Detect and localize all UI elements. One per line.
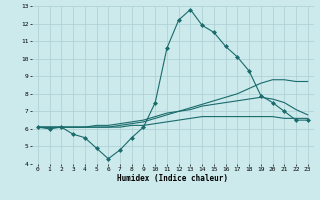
X-axis label: Humidex (Indice chaleur): Humidex (Indice chaleur) [117,174,228,183]
